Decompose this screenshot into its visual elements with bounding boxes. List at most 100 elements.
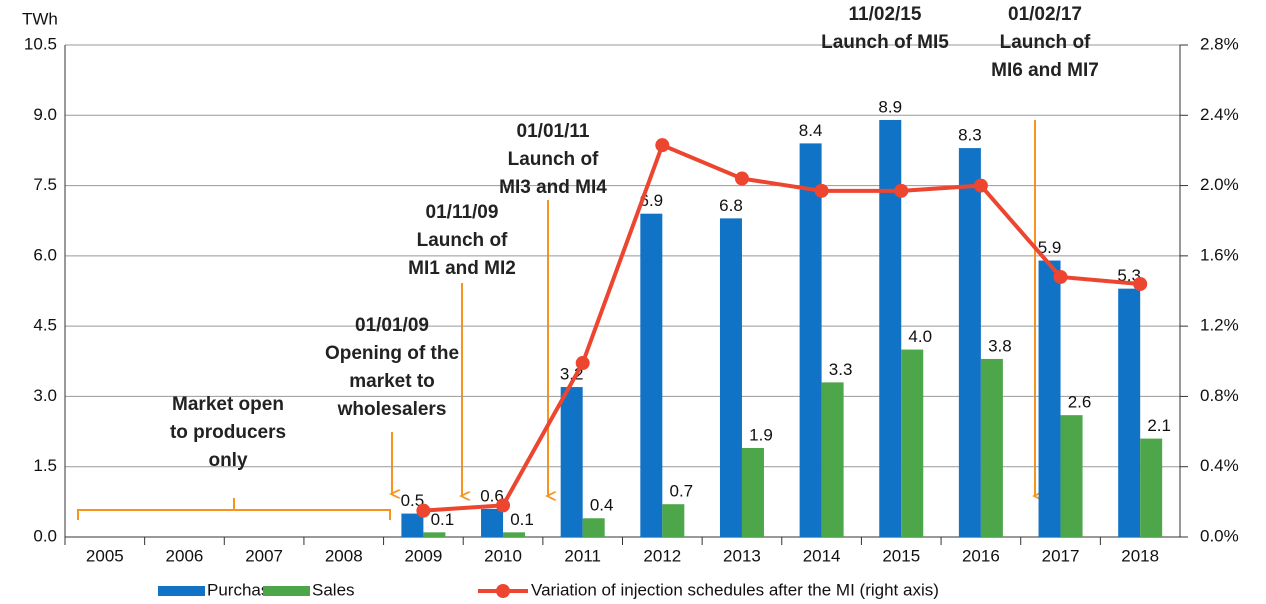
bar <box>821 382 844 537</box>
y-tick-label: 0.0 <box>33 526 57 545</box>
y2-tick-label: 0.8% <box>1200 386 1239 405</box>
bar <box>958 148 981 538</box>
x-tick-label: 2018 <box>1121 546 1159 565</box>
line <box>423 142 1141 513</box>
data-label: 8.3 <box>958 126 982 145</box>
y2-tick-label: 0.0% <box>1200 526 1239 545</box>
y-tick-label: 3.0 <box>33 386 57 405</box>
data-label: 0.7 <box>670 482 694 501</box>
x-tick-label: 2008 <box>325 546 363 565</box>
data-label: 1.9 <box>749 425 773 444</box>
annotation: 01/01/09 <box>355 315 429 336</box>
data-label: 2.1 <box>1147 416 1171 435</box>
annotation: 01/11/09 <box>426 202 499 223</box>
line-point <box>734 171 749 186</box>
data-label: 4.0 <box>908 327 932 346</box>
line-point <box>655 138 670 153</box>
x-tick-label: 2012 <box>643 546 681 565</box>
line-point <box>814 183 829 198</box>
y-axis-label: TWh <box>22 9 58 28</box>
line-point <box>1133 276 1148 291</box>
y-tick-label: 4.5 <box>33 316 57 335</box>
brace <box>77 498 391 520</box>
line-point <box>575 356 590 371</box>
y-tick-label: 7.5 <box>33 175 57 194</box>
annotation: 11/02/15 <box>849 4 922 25</box>
annotation: Launch of <box>417 230 508 251</box>
data-label: 3.3 <box>829 360 853 379</box>
y-tick-label: 10.5 <box>24 34 57 53</box>
annotation: market to <box>349 371 435 392</box>
x-tick-label: 2015 <box>882 546 920 565</box>
grid <box>65 44 1180 538</box>
x-tick-label: 2005 <box>86 546 124 565</box>
data-label: 0.1 <box>431 510 455 529</box>
bar <box>901 349 924 537</box>
x-tick-label: 2011 <box>564 546 601 565</box>
y2-tick-label: 0.4% <box>1200 456 1239 475</box>
bar <box>1038 260 1061 537</box>
data-label: 8.9 <box>878 97 902 116</box>
line-point <box>973 178 988 193</box>
line-point <box>416 503 431 518</box>
bar <box>1060 415 1083 537</box>
data-label: 0.5 <box>401 491 425 510</box>
x-tick-label: 2010 <box>484 546 522 565</box>
data-label: 8.4 <box>799 121 823 140</box>
annotation-arrows <box>77 120 1035 520</box>
y2-tick-label: 1.6% <box>1200 245 1239 264</box>
bar <box>582 518 605 537</box>
bar <box>503 532 526 537</box>
y2-tick-label: 2.0% <box>1200 175 1239 194</box>
legend-label: Sales <box>312 580 355 599</box>
y2-tick-label: 1.2% <box>1200 316 1239 335</box>
data-label: 6.8 <box>719 196 743 215</box>
data-label: 2.6 <box>1068 393 1092 412</box>
bar <box>799 143 822 537</box>
bar <box>1118 288 1141 537</box>
y2-tick-label: 2.8% <box>1200 34 1239 53</box>
x-tick-label: 2006 <box>166 546 204 565</box>
x-tick-label: 2009 <box>404 546 442 565</box>
x-tick-label: 2016 <box>962 546 1000 565</box>
bar <box>1140 438 1163 537</box>
annotation: 01/02/17 <box>1008 4 1082 25</box>
y2-tick-label: 2.4% <box>1200 105 1239 124</box>
bar <box>980 358 1003 537</box>
legend-label: Variation of injection schedules after t… <box>531 580 939 599</box>
line-point <box>894 183 909 198</box>
line-point <box>496 498 511 513</box>
annotation: Opening of the <box>325 343 459 364</box>
y-tick-label: 6.0 <box>33 245 57 264</box>
data-label: 5.9 <box>1038 238 1062 257</box>
annotation: only <box>208 450 247 471</box>
annotation: MI6 and MI7 <box>991 60 1099 81</box>
y-tick-label: 9.0 <box>33 105 57 124</box>
legend-swatch <box>496 584 510 598</box>
x-tick-label: 2013 <box>723 546 761 565</box>
x-tick-label: 2017 <box>1042 546 1080 565</box>
data-label: 3.8 <box>988 336 1012 355</box>
data-label: 0.1 <box>510 510 534 529</box>
bar <box>640 213 663 537</box>
legend-swatch <box>263 586 310 596</box>
bar <box>662 504 685 537</box>
bar <box>423 532 446 537</box>
annotation: MI1 and MI2 <box>408 258 516 279</box>
line-point <box>1053 269 1068 284</box>
x-tick-label: 2007 <box>245 546 283 565</box>
annotation: Launch of <box>1000 32 1091 53</box>
annotation: Launch of MI5 <box>821 32 949 53</box>
bar <box>481 508 504 537</box>
bar <box>719 218 742 537</box>
legend-swatch <box>158 586 205 596</box>
bar <box>401 513 424 537</box>
annotation: to producers <box>170 422 286 443</box>
annotation: wholesalers <box>337 399 447 420</box>
annotation: Market open <box>172 394 284 415</box>
annotation: Launch of <box>508 149 599 170</box>
y-tick-label: 1.5 <box>33 456 57 475</box>
bar <box>741 447 764 537</box>
annotation: 01/01/11 <box>517 121 590 142</box>
